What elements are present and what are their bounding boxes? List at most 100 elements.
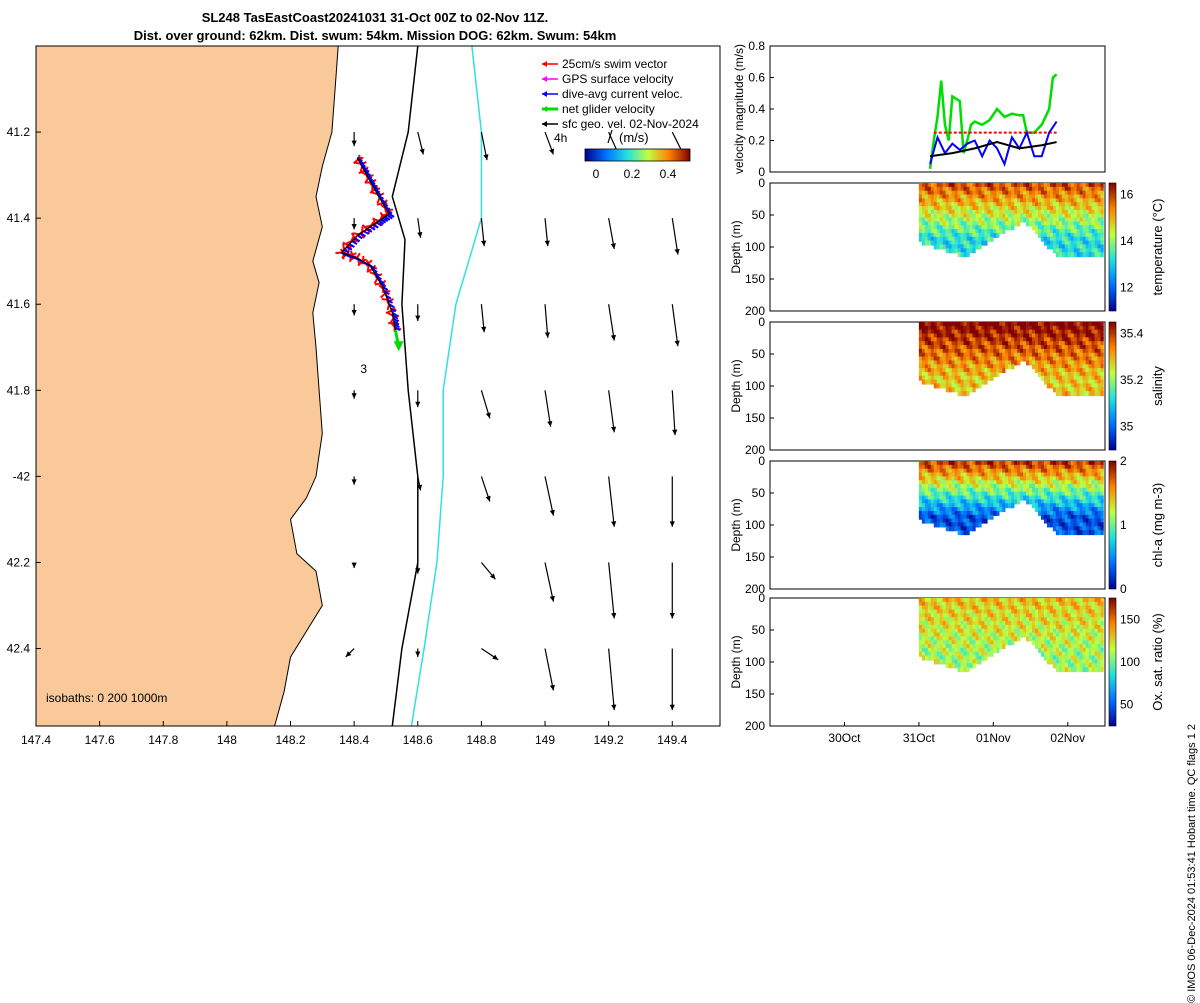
geostrophic-vector (545, 649, 553, 691)
geostrophic-vector (545, 476, 553, 515)
section-cell (1026, 221, 1029, 226)
section-cell (1083, 667, 1086, 672)
section-cell (984, 519, 987, 524)
land-mass (36, 46, 338, 726)
section-cell (1047, 659, 1050, 664)
section-colorbar-tick-label: 12 (1120, 281, 1134, 295)
legend-swatch-head (542, 61, 547, 67)
section-y-label: Depth (m) (729, 498, 743, 551)
section-cell (1023, 357, 1026, 362)
section-cell (987, 652, 990, 657)
section-cell (993, 648, 996, 653)
section-cell (1098, 667, 1101, 672)
section-cell (1017, 636, 1020, 641)
section-cell (1023, 633, 1026, 638)
map-x-tick-label: 148 (217, 733, 237, 747)
section-cell (1005, 503, 1008, 508)
section-cell (1002, 507, 1005, 512)
geostrophic-arrowhead (417, 232, 422, 238)
section-cell (1080, 252, 1083, 257)
section-cell (978, 244, 981, 249)
track-label: 3 (360, 362, 367, 376)
section-cell (1062, 667, 1065, 672)
geostrophic-arrowhead (415, 402, 420, 407)
section-colorbar (1109, 183, 1116, 311)
section-cell (955, 663, 958, 668)
section-cell (1011, 503, 1014, 508)
swim-vector (375, 278, 378, 283)
section-cell (981, 519, 984, 524)
section-cell (958, 530, 961, 535)
section-cell (1050, 522, 1053, 527)
section-cell (934, 244, 937, 249)
section-cell (972, 387, 975, 392)
geostrophic-arrowhead (670, 705, 675, 710)
section-y-tick-label: 50 (752, 486, 766, 500)
velocity-y-tick-label: 0.2 (748, 134, 765, 148)
section-cell (1029, 221, 1032, 226)
section-y-label: Depth (m) (729, 359, 743, 412)
legend-swatch-head (542, 106, 547, 112)
section-cell (1077, 530, 1080, 535)
legend-label: net glider velocity (562, 102, 655, 116)
section-cell (990, 652, 993, 657)
section-cell (1014, 221, 1017, 226)
section-y-tick-label: 50 (752, 623, 766, 637)
section-cell (1059, 252, 1062, 257)
section-cell (1074, 667, 1077, 672)
map-x-tick-label: 148.4 (339, 733, 369, 747)
geostrophic-arrowhead (492, 655, 498, 660)
section-cell (984, 656, 987, 661)
section-cell (1041, 376, 1044, 381)
section-cell (984, 380, 987, 385)
colorbar-tick-label: 0.2 (624, 167, 641, 181)
geostrophic-vector (609, 562, 615, 618)
colorbar-title: (m/s) (619, 130, 649, 145)
section-cell (987, 515, 990, 520)
section-cell (964, 667, 967, 672)
section-cell (1065, 391, 1068, 396)
section-cell (1047, 383, 1050, 388)
section-cell (1080, 391, 1083, 396)
section-cell (1008, 364, 1011, 369)
section-cell (1062, 252, 1065, 257)
section-cell (931, 380, 934, 385)
section-cell (928, 656, 931, 661)
section-y-tick-label: 100 (745, 518, 765, 532)
section-cell (949, 663, 952, 668)
section-cell (1065, 530, 1068, 535)
map-x-tick-label: 148.2 (275, 733, 305, 747)
section-cell (967, 530, 970, 535)
section-cell (931, 519, 934, 524)
swim-vector (381, 293, 385, 297)
section-cell (937, 383, 940, 388)
section-cell (1095, 252, 1098, 257)
geostrophic-arrowhead (420, 149, 425, 155)
section-y-tick-label: 0 (758, 315, 765, 329)
section-cell (1020, 496, 1023, 501)
section-cell (961, 530, 964, 535)
section-cell (919, 376, 922, 381)
section-cell (949, 387, 952, 392)
map-x-tick-label: 149.4 (657, 733, 687, 747)
section-cell (1008, 503, 1011, 508)
velocity-y-tick-label: 0.4 (748, 102, 765, 116)
section-y-tick-label: 0 (758, 176, 765, 190)
section-cell (940, 659, 943, 664)
legend-swatch-head (542, 91, 547, 97)
section-cell (970, 248, 973, 253)
section-cell (1092, 530, 1095, 535)
geostrophic-arrowhead (550, 685, 555, 691)
section-cell (922, 656, 925, 661)
section-cell (1101, 667, 1104, 672)
geostrophic-arrowhead (415, 316, 420, 321)
section-cell (970, 663, 973, 668)
section-cell (1020, 633, 1023, 638)
legend-label: dive-avg current veloc. (562, 87, 683, 101)
legend-swatch-head (542, 121, 547, 127)
section-cell (978, 522, 981, 527)
section-cell (964, 391, 967, 396)
section-cell (1041, 515, 1044, 520)
section-cell (1023, 496, 1026, 501)
